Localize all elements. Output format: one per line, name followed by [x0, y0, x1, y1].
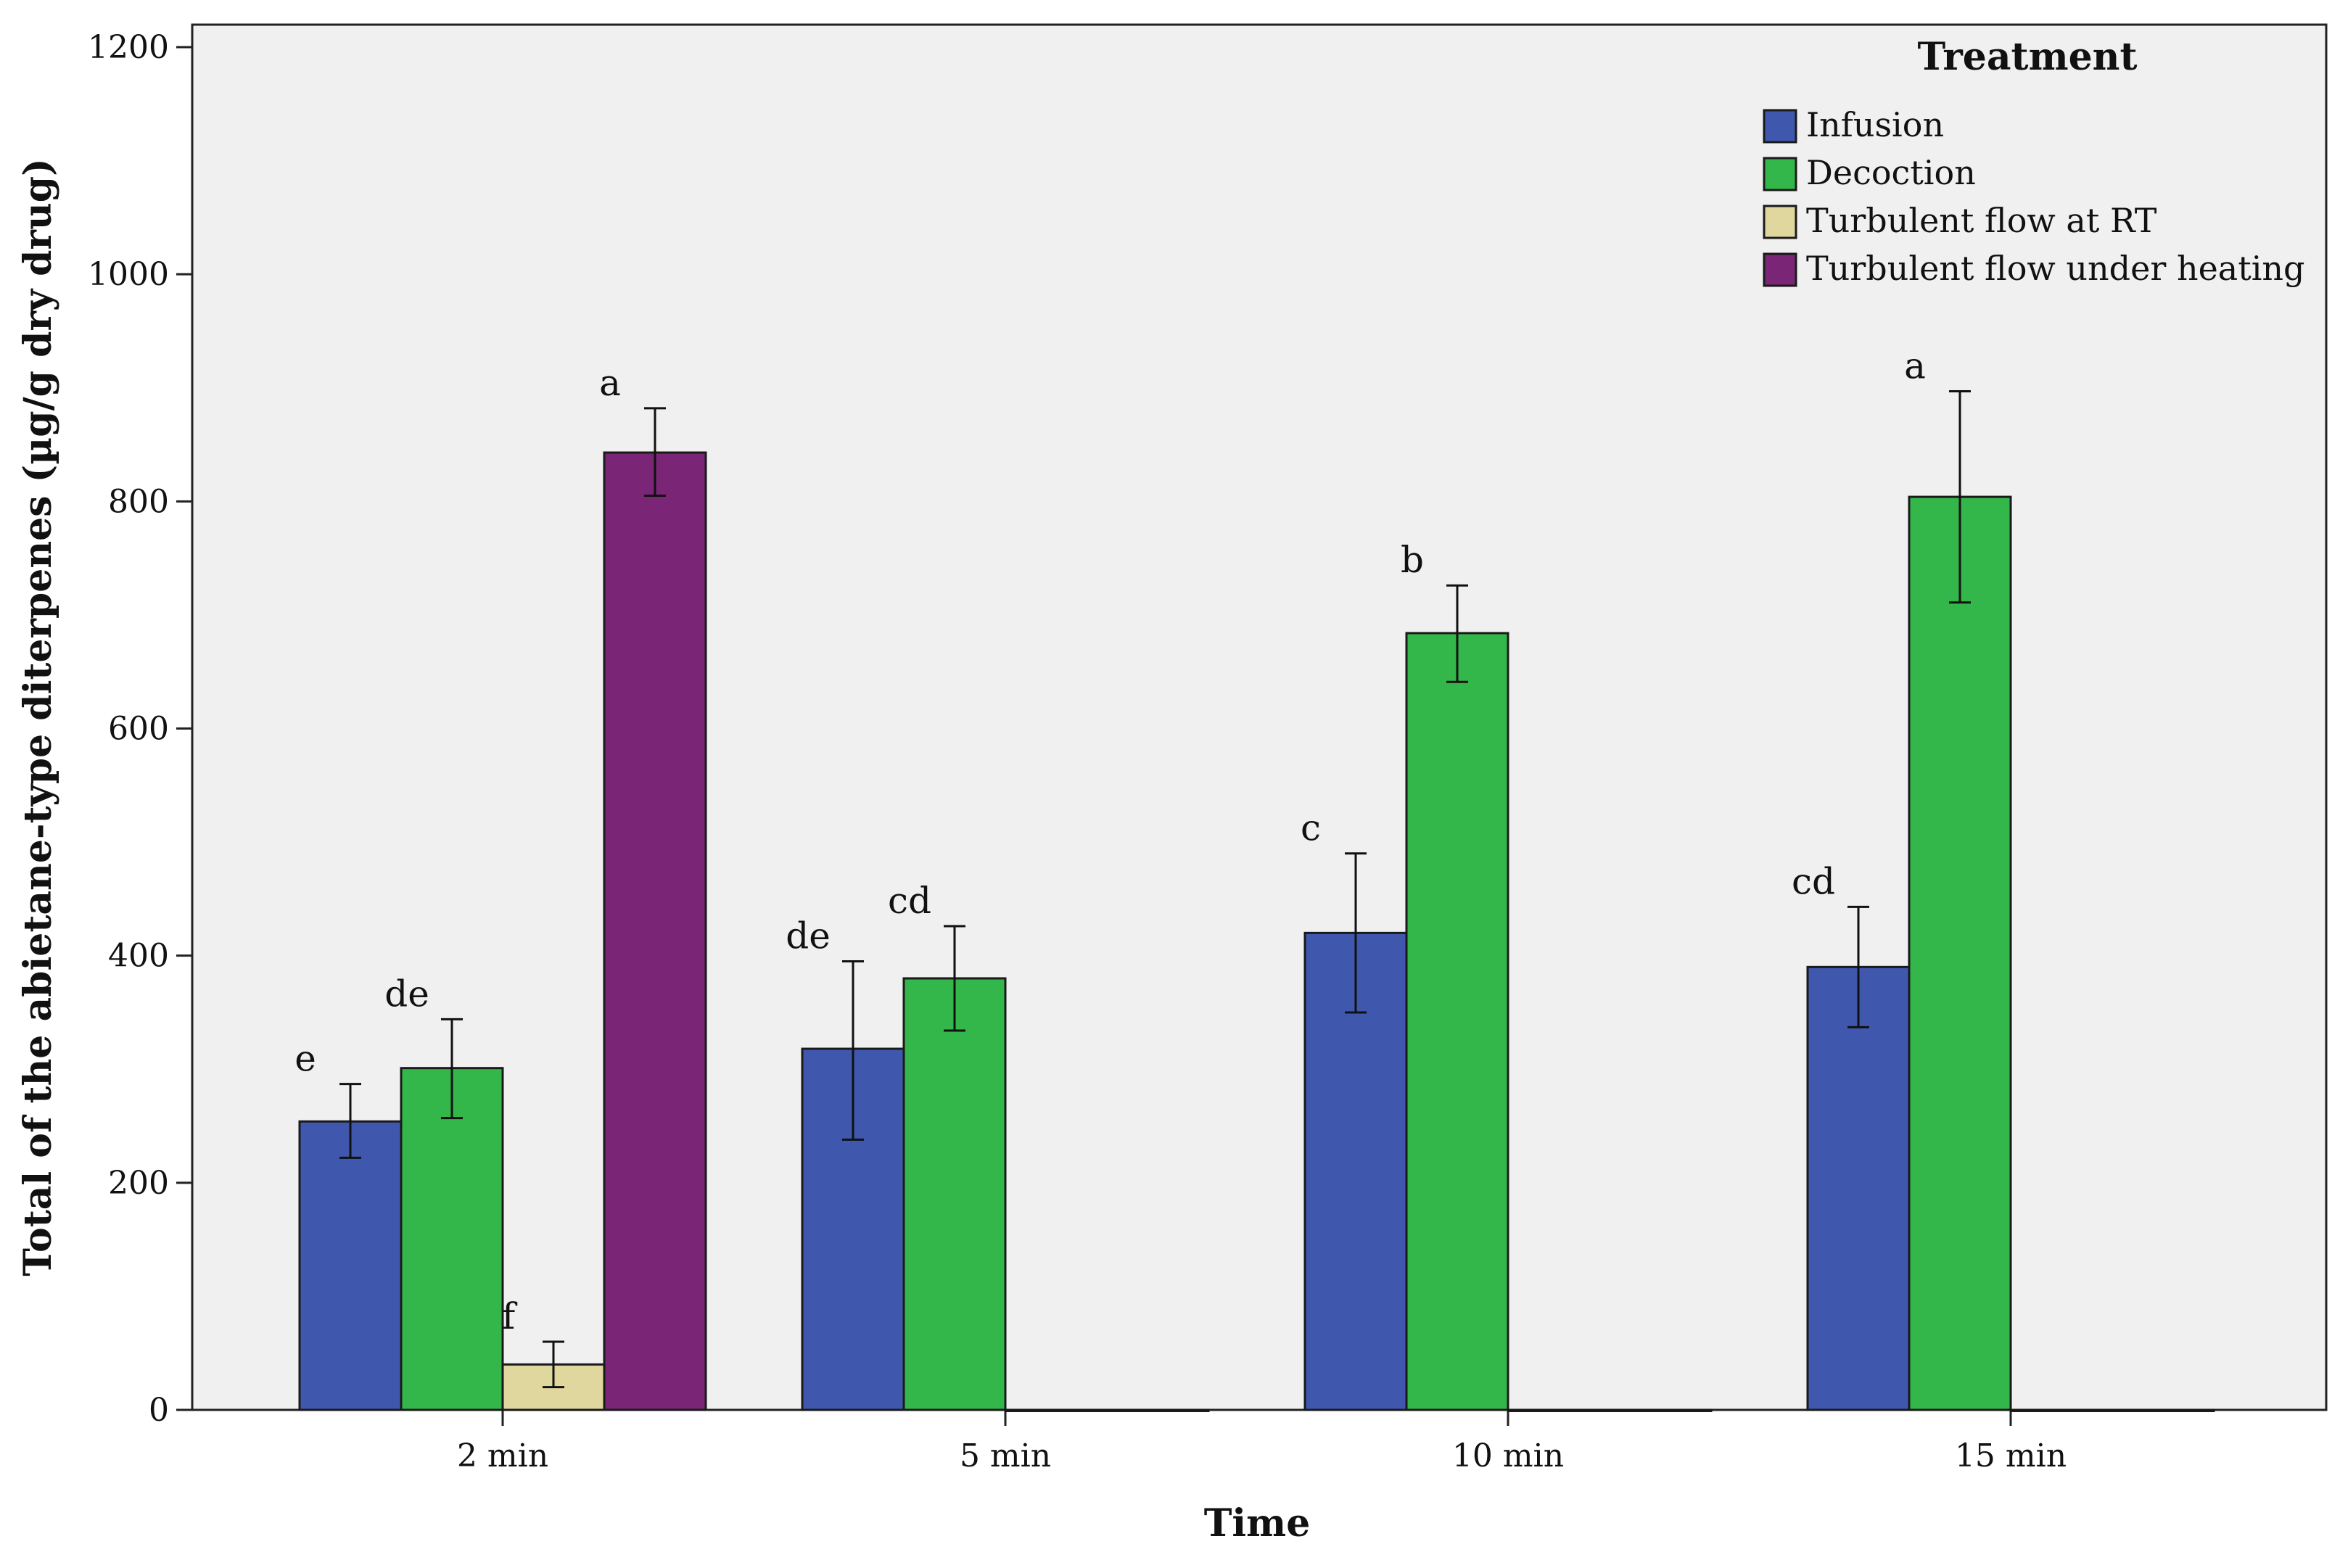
- y-tick-label: 800: [108, 483, 169, 520]
- x-tick-label: 15 min: [1955, 1437, 2067, 1474]
- legend-swatch: [1763, 109, 1797, 144]
- significance-letter: f: [502, 1295, 518, 1337]
- y-tick-label: 200: [108, 1165, 169, 1202]
- x-tick-label: 10 min: [1452, 1437, 1564, 1474]
- y-tick-label: 0: [149, 1392, 169, 1429]
- bar: [1105, 1408, 1210, 1412]
- legend-swatch: [1763, 252, 1797, 287]
- bar: [1507, 1408, 1611, 1412]
- legend-label: Infusion: [1806, 105, 1944, 144]
- significance-letters-group: e de c cd de cd b a f a: [294, 344, 1926, 1337]
- bar: [603, 451, 707, 1411]
- significance-letter: cd: [1792, 860, 1835, 902]
- significance-letter: a: [599, 362, 621, 404]
- legend-swatch: [1763, 205, 1797, 239]
- x-axis-title: Time: [1204, 1501, 1311, 1546]
- bars-group: [298, 451, 2215, 1412]
- bar: [298, 1120, 403, 1411]
- significance-letter: de: [786, 915, 831, 957]
- y-tick-label: 400: [108, 938, 169, 975]
- significance-letter: c: [1301, 807, 1321, 849]
- y-tick-label: 1200: [88, 29, 169, 66]
- bar: [1908, 495, 2012, 1411]
- legend-label: Turbulent flow under heating: [1806, 249, 2304, 288]
- x-tick-label: 2 min: [457, 1437, 548, 1474]
- bar: [902, 977, 1007, 1411]
- bar: [1608, 1408, 1713, 1412]
- x-axis: 2 min 5 min 10 min 15 min: [457, 1410, 2067, 1474]
- legend-label: Turbulent flow at RT: [1806, 201, 2157, 240]
- bar: [400, 1067, 504, 1411]
- legend-title: Treatment: [1917, 35, 2137, 79]
- significance-letter: de: [384, 973, 429, 1015]
- error-bars-group: [339, 389, 1971, 1389]
- legend: Treatment Infusion Decoction Turbulent flo…: [1763, 35, 2304, 288]
- x-tick-label: 5 min: [960, 1437, 1051, 1474]
- significance-letter: a: [1904, 344, 1926, 387]
- legend-label: Decoction: [1806, 153, 1976, 192]
- significance-letter: cd: [888, 880, 931, 922]
- y-axis-title: Total of the abietane-type diterpenes (µ…: [16, 158, 60, 1276]
- y-tick-label: 1000: [88, 256, 169, 293]
- bar: [1806, 965, 1911, 1411]
- bar: [1405, 632, 1509, 1411]
- bar: [2111, 1408, 2215, 1412]
- legend-swatch: [1763, 157, 1797, 191]
- significance-letter: b: [1401, 539, 1424, 581]
- y-tick-label: 600: [108, 711, 169, 748]
- y-axis: 0 200 400 600 800 1000 1200: [88, 29, 192, 1429]
- bar: [2009, 1408, 2114, 1412]
- bar: [1004, 1408, 1108, 1412]
- significance-letter: e: [294, 1038, 316, 1080]
